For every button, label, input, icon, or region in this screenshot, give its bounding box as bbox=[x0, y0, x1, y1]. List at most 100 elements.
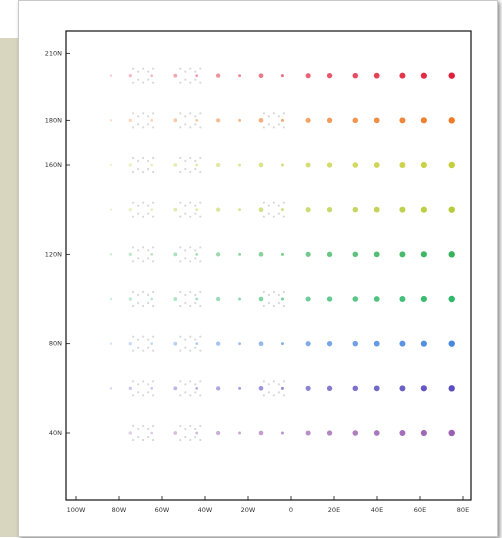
faint-marker bbox=[267, 391, 270, 394]
faint-marker bbox=[147, 249, 150, 252]
data-point bbox=[195, 431, 199, 435]
data-point bbox=[258, 341, 264, 347]
faint-marker bbox=[282, 112, 285, 115]
faint-marker bbox=[199, 126, 202, 129]
data-point bbox=[238, 208, 242, 212]
faint-marker bbox=[147, 427, 150, 431]
y-tick-label: 80N bbox=[49, 340, 62, 348]
faint-marker bbox=[137, 383, 140, 386]
faint-marker bbox=[152, 201, 155, 204]
faint-marker bbox=[132, 81, 135, 84]
faint-marker bbox=[152, 335, 155, 338]
data-point bbox=[399, 340, 406, 347]
faint-marker bbox=[147, 167, 150, 171]
faint-marker bbox=[142, 201, 145, 204]
faint-marker bbox=[137, 212, 140, 215]
data-point bbox=[280, 74, 284, 78]
data-point bbox=[448, 161, 455, 169]
faint-marker bbox=[147, 257, 150, 260]
data-point bbox=[150, 431, 153, 435]
faint-marker bbox=[194, 123, 197, 126]
data-point bbox=[109, 342, 113, 345]
faint-marker bbox=[189, 260, 192, 263]
data-point bbox=[258, 296, 264, 302]
faint-marker bbox=[132, 112, 135, 115]
faint-marker bbox=[179, 201, 182, 204]
faint-marker bbox=[199, 156, 202, 160]
faint-marker bbox=[282, 215, 285, 218]
faint-marker bbox=[137, 78, 140, 81]
faint-marker bbox=[189, 380, 192, 383]
data-point bbox=[173, 297, 178, 301]
faint-marker bbox=[152, 112, 155, 115]
data-point bbox=[352, 162, 359, 168]
data-point bbox=[195, 386, 199, 390]
faint-marker bbox=[152, 156, 155, 160]
faint-marker bbox=[179, 170, 182, 174]
data-point bbox=[216, 341, 221, 346]
data-point bbox=[109, 163, 113, 167]
faint-marker bbox=[142, 156, 145, 160]
faint-marker bbox=[199, 304, 202, 308]
faint-marker bbox=[179, 304, 182, 308]
data-point bbox=[280, 163, 284, 167]
data-point bbox=[150, 253, 153, 256]
data-point bbox=[173, 73, 178, 78]
faint-marker bbox=[142, 260, 145, 263]
x-tick-label: 20W bbox=[241, 506, 256, 514]
data-point bbox=[305, 385, 311, 391]
faint-marker bbox=[199, 290, 202, 294]
data-point bbox=[280, 297, 284, 301]
faint-marker bbox=[189, 304, 192, 308]
faint-marker bbox=[194, 338, 197, 341]
data-point bbox=[128, 431, 132, 435]
data-point bbox=[352, 72, 359, 79]
faint-marker bbox=[282, 290, 285, 294]
faint-marker bbox=[282, 201, 285, 204]
data-point bbox=[420, 206, 427, 213]
faint-marker bbox=[184, 391, 187, 394]
data-point bbox=[352, 430, 359, 436]
faint-marker bbox=[272, 290, 275, 294]
faint-marker bbox=[147, 301, 150, 305]
x-tick-label: 20E bbox=[328, 506, 340, 514]
faint-marker bbox=[137, 123, 140, 126]
data-point bbox=[258, 207, 264, 213]
data-point bbox=[448, 117, 455, 124]
faint-marker bbox=[147, 78, 150, 81]
faint-marker bbox=[132, 126, 135, 129]
faint-marker bbox=[137, 293, 140, 297]
faint-marker bbox=[132, 67, 135, 70]
faint-marker bbox=[189, 215, 192, 218]
faint-marker bbox=[184, 257, 187, 260]
faint-marker bbox=[282, 126, 285, 129]
faint-marker bbox=[142, 290, 145, 294]
data-point bbox=[128, 386, 132, 391]
faint-marker bbox=[179, 424, 182, 428]
faint-marker bbox=[199, 424, 202, 428]
faint-marker bbox=[132, 335, 135, 338]
faint-marker bbox=[147, 115, 150, 118]
faint-marker bbox=[152, 394, 155, 397]
faint-marker bbox=[194, 301, 197, 305]
data-point bbox=[399, 162, 406, 168]
data-point bbox=[448, 385, 455, 392]
data-point bbox=[326, 206, 333, 213]
faint-marker bbox=[267, 301, 270, 305]
data-point bbox=[150, 342, 153, 345]
data-point bbox=[238, 342, 242, 346]
data-point bbox=[258, 73, 264, 79]
data-point bbox=[173, 252, 178, 257]
data-point bbox=[326, 72, 333, 79]
data-point bbox=[258, 251, 264, 257]
data-point bbox=[420, 161, 427, 169]
faint-marker bbox=[132, 394, 135, 397]
x-tick-label: 60W bbox=[155, 506, 170, 514]
data-point bbox=[173, 163, 178, 167]
faint-marker bbox=[194, 383, 197, 386]
faint-marker bbox=[142, 246, 145, 249]
faint-marker bbox=[132, 215, 135, 218]
data-point bbox=[195, 252, 199, 256]
data-point bbox=[238, 297, 242, 301]
faint-marker bbox=[194, 167, 197, 171]
